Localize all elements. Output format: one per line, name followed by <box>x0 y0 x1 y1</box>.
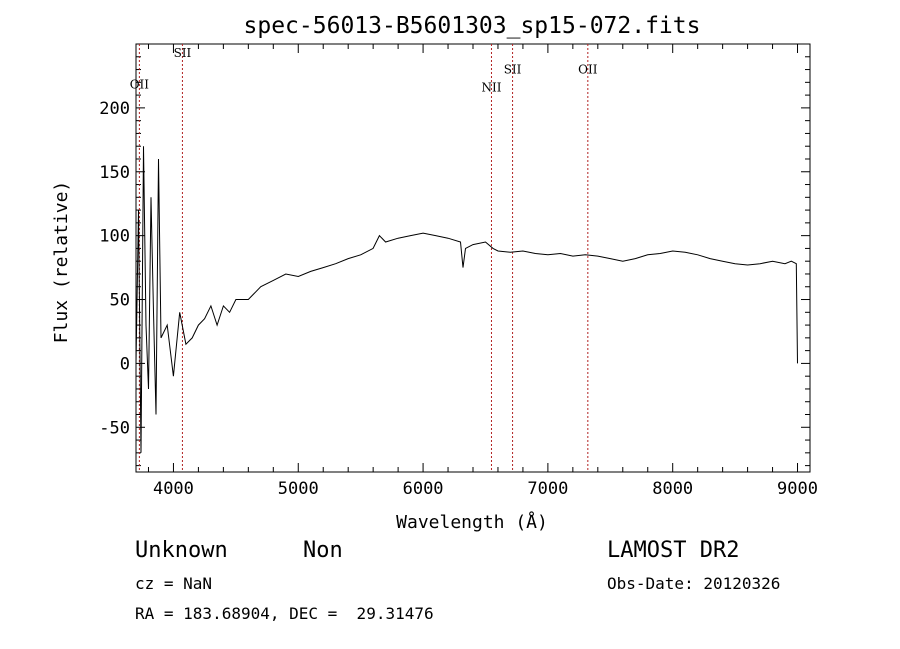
y-tick-label: -50 <box>99 418 130 438</box>
y-axis: -50 0 50 100 150 200 <box>99 56 810 467</box>
emission-line-label: SII <box>504 62 522 76</box>
emission-line-label: OII <box>578 62 598 76</box>
emission-line-label: SII <box>174 46 192 60</box>
observation-date: Obs-Date: 20120326 <box>607 574 781 593</box>
x-tick-label: 6000 <box>403 479 444 499</box>
x-tick-label: 8000 <box>652 479 693 499</box>
x-tick-label: 7000 <box>527 479 568 499</box>
x-tick-label: 5000 <box>278 479 319 499</box>
emission-line-label: NII <box>481 80 501 94</box>
y-tick-label: 50 <box>110 291 130 311</box>
x-tick-label: 9000 <box>777 479 818 499</box>
y-tick-label: 0 <box>120 354 130 374</box>
x-axis: 4000 5000 6000 7000 8000 9000 <box>147 44 818 499</box>
x-tick-label: 4000 <box>153 479 194 499</box>
y-tick-label: 150 <box>99 163 130 183</box>
spectrum-line <box>135 146 798 453</box>
object-subclass: Non <box>303 538 343 563</box>
coordinates: RA = 183.68904, DEC = 29.31476 <box>135 604 434 623</box>
redshift-cz: cz = NaN <box>135 574 213 593</box>
object-class: Unknown <box>135 538 228 563</box>
x-axis-label: Wavelength (Å) <box>396 511 548 533</box>
survey-name: LAMOST DR2 <box>607 538 740 563</box>
y-tick-label: 200 <box>99 99 130 119</box>
emission-line-label: OII <box>130 78 150 92</box>
y-axis-label: Flux (relative) <box>51 181 72 344</box>
chart-title: spec-56013-B5601303_sp15-072.fits <box>244 13 701 39</box>
y-tick-label: 100 <box>99 227 130 247</box>
